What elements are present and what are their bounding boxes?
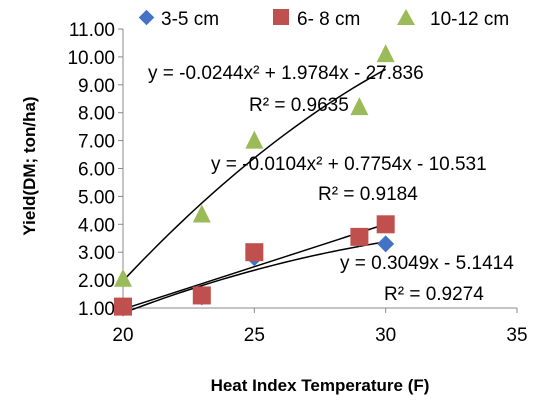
data-point-10-12cm — [114, 268, 132, 287]
r2-3-5cm: R² = 0.9274 — [384, 284, 484, 305]
legend-item-10-12cm: 10-12 cm — [397, 9, 509, 30]
y-tick-label: 3.00 — [78, 243, 115, 264]
r2-6-8cm: R² = 0.9184 — [318, 184, 418, 205]
data-point-6-8cm — [350, 227, 369, 246]
legend-label-10-12cm: 10-12 cm — [430, 9, 509, 30]
x-axis-title: Heat Index Temperature (F) — [211, 376, 430, 395]
y-tick-label: 11.00 — [69, 20, 115, 41]
x-tick-label: 20 — [112, 325, 133, 346]
diamond-icon — [138, 9, 155, 26]
data-point-6-8cm — [245, 243, 264, 262]
data-point-10-12cm — [376, 44, 395, 63]
data-point-3-5cm — [377, 235, 395, 253]
y-tick-labels: 1.00 2.00 3.00 4.00 5.00 6.00 7.00 8.00 9.00 10.0… — [67, 20, 123, 320]
data-point-6-8cm — [192, 286, 211, 305]
data-point-6-8cm — [376, 215, 395, 234]
equation-6-8cm: y = -0.0104x² + 0.7754x - 10.531 — [211, 154, 487, 175]
y-tick-label: 2.00 — [78, 271, 115, 292]
y-tick-label: 6.00 — [78, 160, 115, 181]
legend-item-3-5cm: 3-5 cm — [138, 9, 219, 30]
x-tick-label: 35 — [506, 325, 527, 346]
data-point-10-12cm — [350, 97, 369, 116]
data-point-10-12cm — [245, 130, 264, 149]
trendline-1 — [122, 241, 386, 314]
data-point-10-12cm — [192, 204, 211, 223]
legend-label-6-8cm: 6- 8 cm — [297, 9, 360, 30]
r2-10-12cm: R² = 0.9635 — [249, 95, 349, 116]
y-tick-label: 1.00 — [78, 299, 115, 320]
y-tick-label: 10.00 — [67, 48, 115, 69]
y-tick-label: 7.00 — [78, 132, 115, 153]
y-tick-label: 9.00 — [78, 76, 115, 97]
y-axis-title: Yield(DM; ton/ha) — [20, 96, 39, 235]
trendline-0 — [122, 223, 386, 310]
data-markers — [114, 44, 395, 317]
x-tick-label: 25 — [244, 325, 265, 346]
y-tick-label: 5.00 — [78, 187, 115, 208]
x-tick-label: 30 — [375, 325, 396, 346]
y-tick-label: 8.00 — [78, 104, 115, 125]
trendline-2 — [122, 68, 387, 282]
triangle-icon — [397, 9, 415, 25]
trendline-equations: y = -0.0244x² + 1.9784x - 27.836 R² = 0.… — [148, 63, 514, 305]
legend: 3-5 cm 6- 8 cm 10-12 cm — [138, 9, 509, 30]
x-tick-labels: 20 25 30 35 — [112, 308, 528, 346]
legend-label-3-5cm: 3-5 cm — [161, 9, 219, 30]
data-point-6-8cm — [114, 297, 132, 316]
legend-item-6-8cm: 6- 8 cm — [273, 9, 360, 30]
y-tick-label: 4.00 — [78, 215, 115, 236]
equation-3-5cm: y = 0.3049x - 5.1414 — [340, 253, 514, 274]
square-icon — [273, 9, 289, 25]
trendlines — [122, 68, 387, 314]
equation-10-12cm: y = -0.0244x² + 1.9784x - 27.836 — [148, 63, 424, 84]
